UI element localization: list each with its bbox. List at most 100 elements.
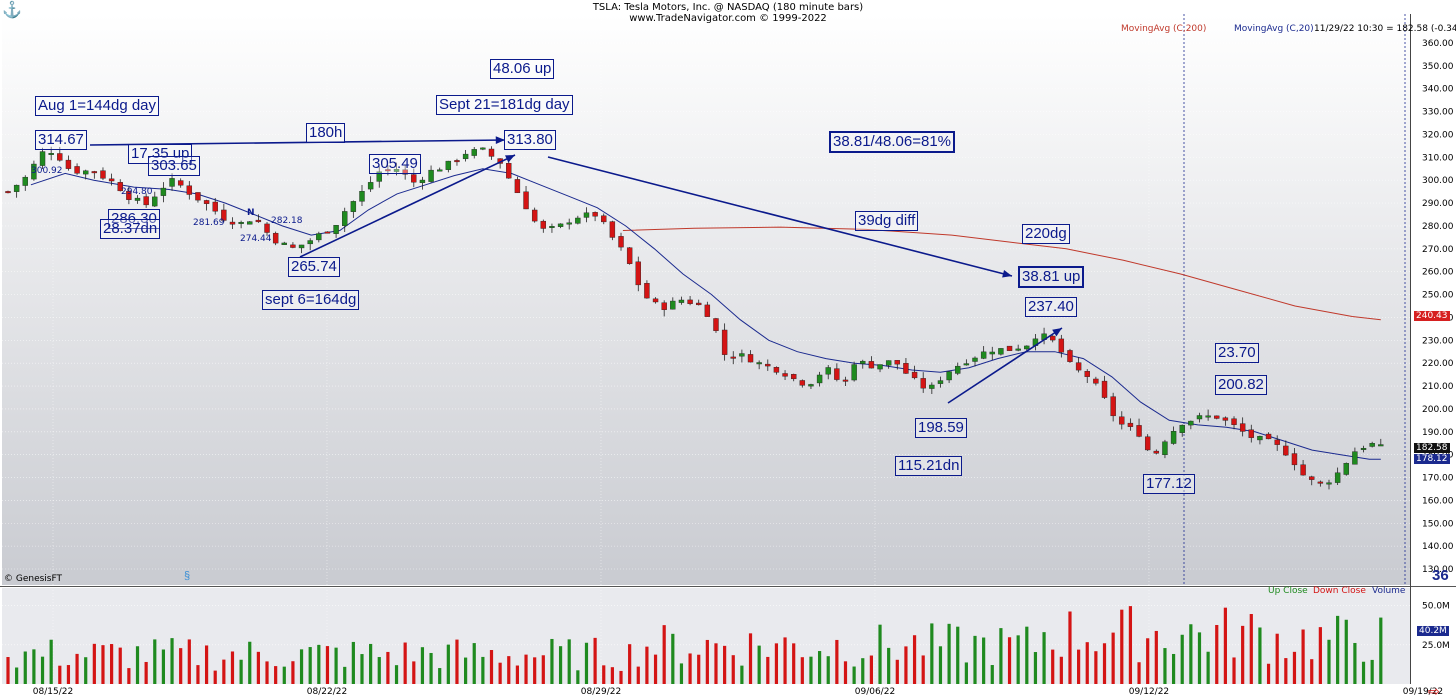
volume-bar bbox=[135, 646, 140, 684]
candle bbox=[177, 180, 184, 186]
annotation: 200.82 bbox=[1215, 375, 1267, 395]
y-tick-label: 300.00 bbox=[1422, 176, 1454, 186]
volume-bar bbox=[1051, 649, 1055, 684]
candle bbox=[290, 244, 296, 248]
candle bbox=[704, 304, 711, 317]
candle bbox=[74, 166, 80, 174]
candle bbox=[1136, 425, 1142, 437]
y-tick-label: 190.00 bbox=[1422, 428, 1454, 438]
last-bar-readout: 11/29/22 10:30 = 182.58 (-0.34) bbox=[1314, 24, 1456, 34]
volume-bar bbox=[1206, 651, 1210, 684]
candle bbox=[566, 222, 572, 225]
ma20-tag: 178.12 bbox=[1414, 454, 1450, 464]
volume-bar bbox=[291, 661, 295, 684]
x-tick-label: 09/19/22 bbox=[1403, 687, 1443, 697]
volume-bar bbox=[1120, 609, 1124, 684]
annotation: 265.74 bbox=[288, 257, 340, 277]
candle bbox=[825, 367, 831, 375]
volume-bar bbox=[1241, 625, 1245, 684]
annotation: 286.30 bbox=[108, 209, 160, 229]
volume-bar bbox=[662, 625, 666, 684]
volume-bar bbox=[110, 644, 114, 684]
volume-bar bbox=[1007, 637, 1012, 684]
candle bbox=[143, 196, 149, 206]
y-tick-label: 220.00 bbox=[1422, 359, 1454, 369]
candle bbox=[601, 215, 607, 223]
y-tick-label: 350.00 bbox=[1422, 62, 1454, 72]
candle bbox=[747, 354, 754, 363]
volume-bar bbox=[1370, 659, 1374, 684]
candle bbox=[756, 362, 762, 365]
candle bbox=[454, 160, 460, 163]
candle bbox=[5, 191, 11, 194]
scroll-right-arrow-icon[interactable]: ⇨ bbox=[1428, 683, 1440, 699]
volume-bar bbox=[196, 665, 200, 684]
candle bbox=[1239, 423, 1246, 432]
candle bbox=[1352, 451, 1358, 465]
candle bbox=[661, 302, 667, 310]
candle bbox=[592, 212, 598, 217]
annotation: 313.80 bbox=[504, 130, 556, 150]
volume-bar bbox=[274, 666, 278, 684]
small-label: 300.92 bbox=[31, 166, 63, 176]
volume-bar bbox=[533, 657, 537, 684]
volume-bar bbox=[1094, 651, 1098, 684]
volume-bar bbox=[394, 665, 399, 684]
annotation: 39dg diff bbox=[855, 211, 919, 231]
x-tick-label: 08/29/22 bbox=[581, 687, 621, 697]
candle bbox=[376, 171, 382, 182]
candle bbox=[480, 147, 486, 150]
volume-bar bbox=[489, 650, 494, 684]
volume-bar bbox=[58, 665, 62, 684]
y-tick-label: 200.00 bbox=[1422, 405, 1454, 415]
candle bbox=[652, 298, 659, 303]
candle bbox=[678, 299, 685, 303]
candle bbox=[1369, 443, 1375, 447]
volume-bar bbox=[1171, 653, 1176, 684]
annotation: 38.81/48.06=81% bbox=[829, 131, 956, 153]
volume-bar bbox=[938, 646, 943, 684]
candle bbox=[411, 174, 417, 183]
legend-up-close: Up Close bbox=[1268, 586, 1308, 596]
ma200-line bbox=[622, 226, 1381, 321]
arrow-rebound-head bbox=[1052, 328, 1062, 337]
volume-bar bbox=[645, 646, 649, 684]
volume-bar bbox=[15, 667, 19, 684]
volume-bar bbox=[1077, 649, 1081, 684]
volume-bar bbox=[412, 661, 416, 684]
candle bbox=[1188, 420, 1194, 426]
small-label: 274.44 bbox=[240, 234, 272, 244]
candle bbox=[83, 170, 89, 175]
volume-bar bbox=[982, 637, 986, 684]
volume-bar bbox=[792, 643, 796, 684]
volume-bar bbox=[498, 662, 502, 684]
volume-bar bbox=[930, 623, 934, 684]
volume-bar bbox=[386, 651, 390, 684]
vol-tick-label: 25.0M bbox=[1422, 641, 1450, 651]
candle bbox=[1274, 439, 1280, 445]
y-tick-label: 340.00 bbox=[1422, 85, 1454, 95]
arrow-180h-head bbox=[495, 136, 505, 145]
arrow-rebound bbox=[947, 327, 1063, 404]
volume-bar bbox=[973, 635, 977, 684]
volume-bar bbox=[1128, 606, 1133, 684]
candle bbox=[868, 361, 875, 369]
candle bbox=[272, 232, 279, 244]
candle bbox=[333, 225, 339, 234]
small-label: 282.18 bbox=[271, 216, 303, 226]
candle bbox=[22, 176, 28, 186]
volume-bar bbox=[248, 641, 252, 684]
candle bbox=[721, 329, 728, 355]
volume-bar bbox=[84, 657, 88, 684]
candle bbox=[782, 373, 788, 377]
candle bbox=[316, 233, 322, 241]
candle bbox=[877, 364, 883, 370]
candle bbox=[575, 217, 581, 224]
candle bbox=[298, 244, 305, 249]
volume-bar bbox=[127, 668, 131, 684]
candle bbox=[428, 169, 434, 182]
candle bbox=[998, 348, 1004, 355]
volume-bar bbox=[956, 626, 960, 684]
volume-bar bbox=[1137, 662, 1141, 684]
legend-ma200: MovingAvg (C,200) bbox=[1121, 24, 1207, 34]
